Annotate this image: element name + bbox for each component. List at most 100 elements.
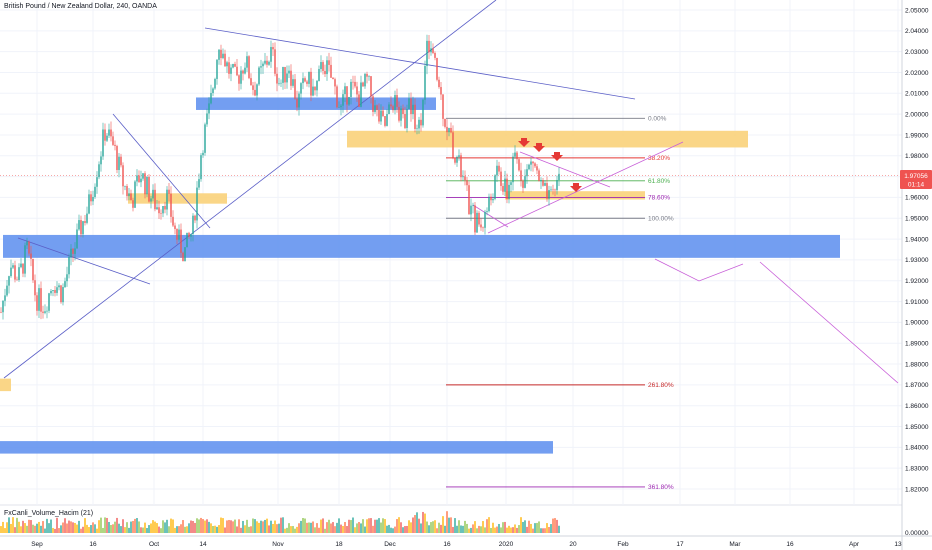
pullback-line [472, 204, 509, 228]
volume-bar [478, 525, 480, 533]
candle-body [496, 165, 498, 176]
volume-bar [502, 522, 504, 533]
volume-bar [302, 518, 304, 533]
volume-bar [214, 525, 216, 533]
volume-bar [350, 520, 352, 533]
candle-body [374, 105, 376, 112]
volume-bar [438, 522, 440, 533]
volume-bar [14, 527, 16, 533]
volume-bar [204, 520, 206, 533]
volume-bar [450, 517, 452, 533]
volume-bar [226, 520, 228, 533]
candle-body [110, 129, 112, 137]
sell-arrow-icon [533, 143, 545, 152]
volume-bar [154, 521, 156, 533]
candle-body [366, 73, 368, 77]
candle-body [190, 234, 192, 237]
volume-bar [156, 523, 158, 533]
volume-bar [222, 518, 224, 533]
candle-body [406, 108, 408, 129]
volume-bar [130, 521, 132, 533]
candle-body [522, 180, 524, 188]
volume-bar [394, 526, 396, 533]
candle-body [46, 310, 48, 312]
price-tick-label: 2.03000 [905, 49, 929, 56]
price-axis[interactable]: 2.05000 2.04000 2.03000 2.02000 2.01000 2.000… [901, 0, 929, 550]
volume-bar [40, 525, 42, 533]
candle-body [502, 185, 504, 192]
candle-body [244, 67, 246, 74]
volume-bar [454, 518, 456, 533]
candle-body [334, 79, 336, 87]
volume-bar [506, 527, 508, 533]
candle-body [282, 67, 284, 83]
volume-bar [132, 520, 134, 533]
candle-body [360, 82, 362, 107]
volume-bar [242, 520, 244, 533]
candle-body [264, 60, 266, 64]
candle-body [128, 193, 130, 197]
volume-bar [432, 521, 434, 533]
candle-body [480, 224, 482, 228]
candle-body [414, 104, 416, 129]
candle-body [114, 144, 116, 146]
volume-bar [8, 517, 10, 533]
candle-body [316, 80, 318, 91]
candle-body [454, 157, 456, 163]
candle-body [98, 164, 100, 178]
volume-bar [554, 518, 556, 533]
price-tick-label: 1.91000 [905, 299, 929, 306]
volume-bar [48, 523, 50, 533]
time-axis[interactable]: Sep 16 Oct 14 Nov 18 Dec 16 2020 20 Feb 17 Mar 16 Apr 1… [0, 535, 932, 548]
candle-body [546, 183, 548, 199]
candle-body [422, 99, 424, 126]
volume-bar [368, 518, 370, 533]
volume-bar [538, 521, 540, 533]
zone-blue [0, 441, 553, 454]
time-tick-label: Dec [384, 541, 396, 548]
candle-body [182, 252, 184, 262]
time-tick-label: Sep [31, 541, 43, 548]
volume-bar [550, 524, 552, 533]
volume-bar [116, 517, 118, 533]
projection-zigzag [654, 258, 744, 282]
price-tick-label: 1.93000 [905, 257, 929, 264]
time-tick-label: 2020 [499, 541, 514, 548]
price-tick-label: 1.95000 [905, 216, 929, 223]
current-price-tag: 1.97056 01:14 [900, 170, 932, 189]
volume-bar [176, 526, 178, 533]
time-tick-label: 20 [569, 541, 577, 548]
sell-arrow-icon [518, 138, 530, 147]
candle-body [308, 71, 310, 84]
candle-body [524, 176, 526, 188]
volume-bar [530, 523, 532, 533]
volume-bar [0, 526, 2, 533]
candle-body [228, 62, 230, 74]
candle-body [304, 78, 306, 82]
candle-body [234, 63, 236, 67]
volume-bar [346, 526, 348, 533]
volume-bar [552, 518, 554, 533]
candle-body [404, 114, 406, 129]
candle-body [356, 86, 358, 95]
volume-bar [46, 518, 48, 533]
volume-bar [410, 522, 412, 533]
volume-bar [184, 526, 186, 533]
candle-body [420, 119, 422, 126]
candle-body [224, 53, 226, 67]
candle-body [196, 187, 198, 221]
candle-body [240, 70, 242, 84]
candle-body [12, 265, 14, 268]
volume-bar [466, 523, 468, 533]
candle-body [310, 71, 312, 96]
candle-body [140, 178, 142, 183]
candle-body [74, 248, 76, 254]
volume-bar [162, 520, 164, 533]
zone-yellow [0, 378, 11, 392]
volume-bar [68, 520, 70, 533]
volume-bar [408, 520, 410, 533]
volume-bar [136, 518, 138, 533]
candle-body [50, 290, 52, 294]
candle-body [438, 79, 440, 88]
